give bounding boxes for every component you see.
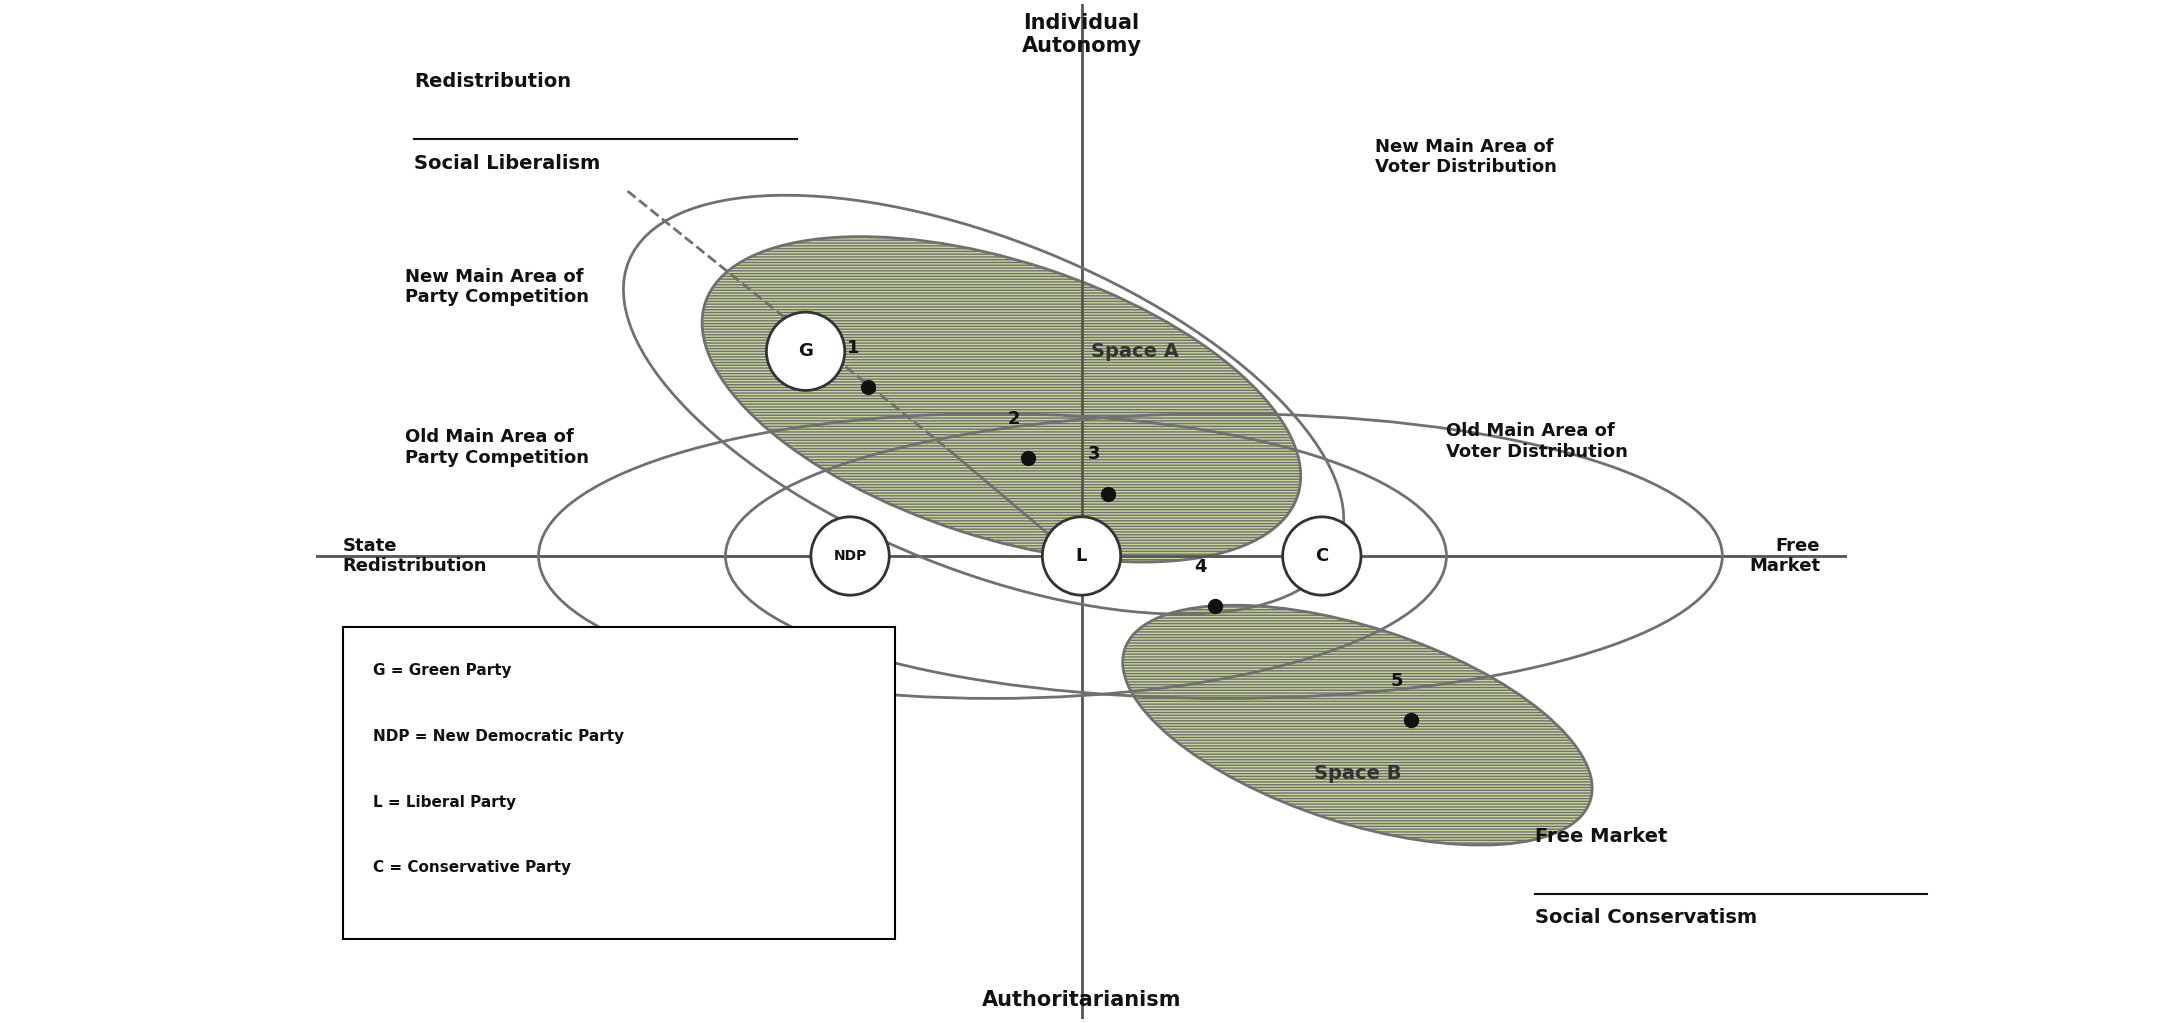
Text: 2: 2: [1008, 410, 1021, 428]
Text: C = Conservative Party: C = Conservative Party: [372, 860, 571, 876]
Ellipse shape: [1123, 606, 1592, 845]
Text: G: G: [798, 343, 813, 360]
Circle shape: [1283, 517, 1361, 595]
Text: L = Liberal Party: L = Liberal Party: [372, 795, 517, 809]
Text: Free
Market: Free Market: [1750, 537, 1821, 575]
Text: 3: 3: [1088, 445, 1101, 463]
Text: Authoritarianism: Authoritarianism: [982, 990, 1181, 1010]
Text: Old Main Area of
Party Competition: Old Main Area of Party Competition: [404, 428, 588, 466]
FancyBboxPatch shape: [342, 627, 895, 939]
Text: New Main Area of
Party Competition: New Main Area of Party Competition: [404, 268, 588, 307]
Text: Old Main Area of
Voter Distribution: Old Main Area of Voter Distribution: [1447, 422, 1629, 461]
Circle shape: [811, 517, 889, 595]
Text: NDP: NDP: [833, 549, 867, 563]
Ellipse shape: [703, 236, 1300, 562]
Text: 1: 1: [848, 339, 861, 357]
Text: NDP = New Democratic Party: NDP = New Democratic Party: [372, 728, 625, 744]
Text: Social Conservatism: Social Conservatism: [1536, 908, 1759, 928]
Text: New Main Area of
Voter Distribution: New Main Area of Voter Distribution: [1376, 138, 1557, 177]
Text: Social Liberalism: Social Liberalism: [413, 153, 599, 173]
Text: Space A: Space A: [1090, 342, 1179, 361]
Text: 4: 4: [1194, 558, 1207, 576]
Text: State
Redistribution: State Redistribution: [342, 537, 487, 575]
Text: Redistribution: Redistribution: [413, 72, 571, 91]
Text: Individual
Autonomy: Individual Autonomy: [1021, 13, 1142, 56]
Text: G = Green Party: G = Green Party: [372, 663, 513, 678]
Text: C: C: [1315, 547, 1328, 565]
Text: 5: 5: [1391, 671, 1404, 690]
Circle shape: [1043, 517, 1120, 595]
Text: Space B: Space B: [1313, 764, 1402, 783]
Circle shape: [766, 312, 846, 391]
Text: Free Market: Free Market: [1536, 827, 1668, 846]
Text: L: L: [1075, 547, 1088, 565]
